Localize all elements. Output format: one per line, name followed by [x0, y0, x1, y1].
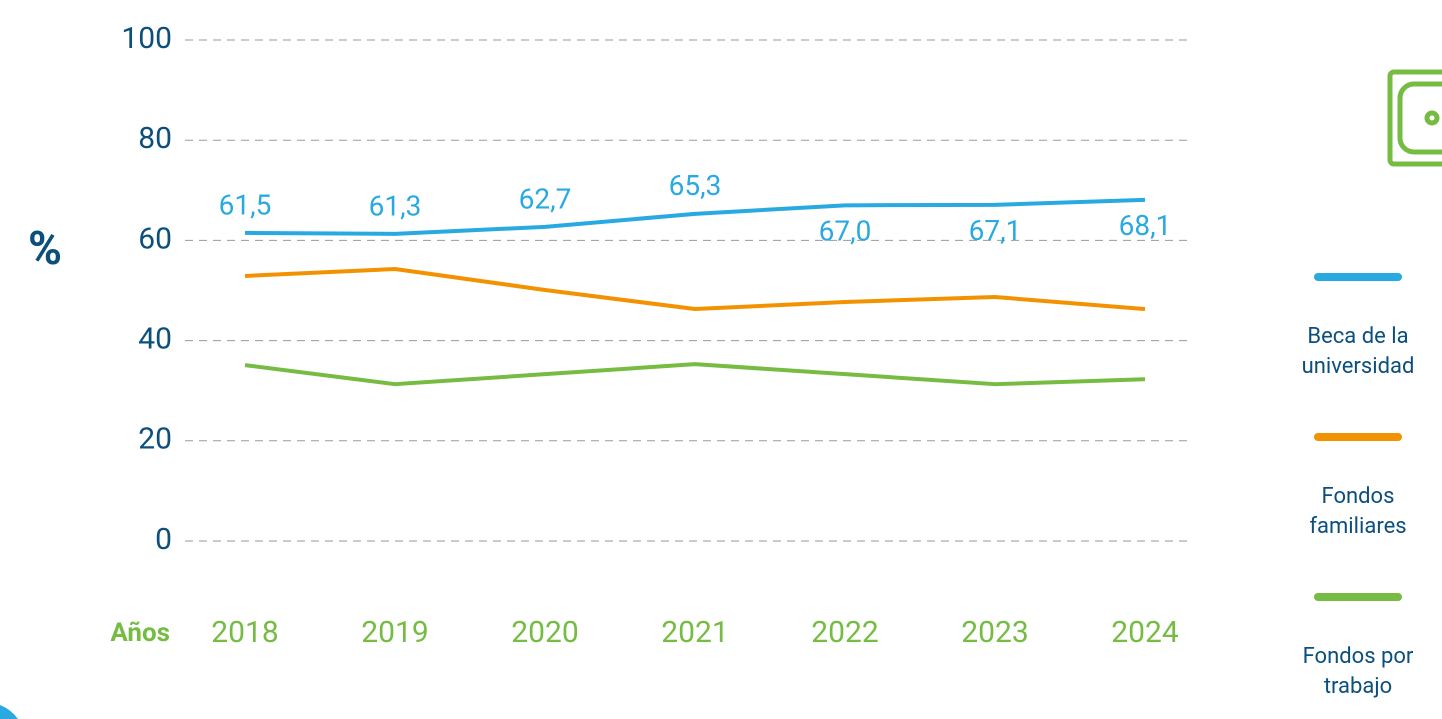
data-label: 67,1: [969, 214, 1022, 247]
y-tick-label: 20: [138, 422, 172, 457]
x-tick-label: 2023: [961, 615, 1028, 650]
legend-label: Fondos familiares: [1309, 484, 1407, 539]
series-line: [244, 197, 1146, 236]
data-label: 61,5: [219, 188, 272, 221]
x-tick-label: 2020: [511, 615, 578, 650]
x-tick-label: 2024: [1111, 615, 1179, 650]
data-label: 65,3: [669, 169, 722, 202]
legend-label: Beca de la universidad: [1301, 324, 1415, 379]
series-line: [244, 266, 1146, 312]
y-tick-label: 40: [138, 322, 172, 357]
x-tick-label: 2019: [361, 615, 428, 650]
series-line: [244, 362, 1146, 387]
x-tick-label: 2022: [811, 615, 878, 650]
money-icon: [1387, 69, 1442, 167]
y-tick-label: 60: [138, 221, 172, 256]
x-tick-label: 2021: [661, 615, 728, 650]
data-label: 61,3: [369, 189, 422, 222]
y-tick-label: 80: [138, 121, 172, 156]
y-tick-label: 100: [121, 21, 172, 56]
data-label: 62,7: [519, 182, 572, 215]
corner-decoration: [0, 705, 18, 719]
x-tick-label: 2018: [211, 615, 278, 650]
data-label: 67,0: [819, 215, 872, 248]
y-axis-label: %: [28, 222, 62, 276]
y-tick-label: 0: [155, 522, 172, 557]
x-axis-label: Años: [110, 618, 170, 648]
legend-label: Fondos por trabajo: [1302, 644, 1414, 699]
data-label: 68,1: [1119, 209, 1172, 242]
